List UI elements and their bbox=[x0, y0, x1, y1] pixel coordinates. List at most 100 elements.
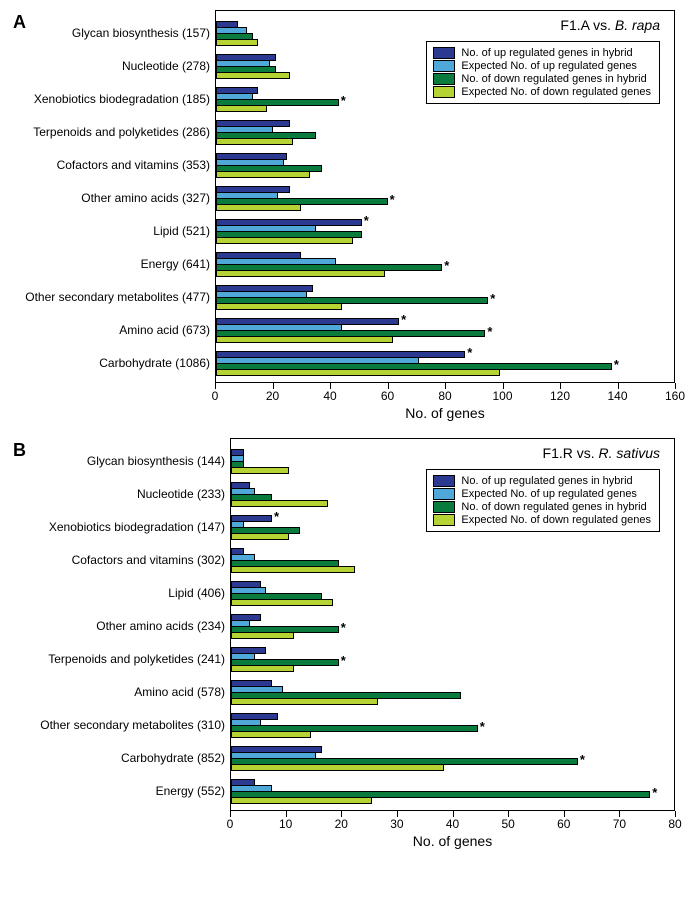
bar bbox=[231, 599, 333, 606]
panel-B: B F1.R vs. R. sativus No. of up regulated … bbox=[5, 438, 680, 841]
category-label: Other secondary metabolites (310) bbox=[40, 718, 231, 732]
significance-star: * bbox=[390, 197, 395, 202]
bar bbox=[216, 204, 301, 211]
legend-swatch bbox=[433, 475, 455, 487]
panel-title-italic: R. sativus bbox=[599, 445, 660, 461]
bar bbox=[216, 237, 353, 244]
x-tick-label: 50 bbox=[501, 817, 514, 831]
bar-group: Energy (641)* bbox=[216, 252, 674, 275]
significance-star: * bbox=[467, 350, 472, 355]
legend-row: No. of down regulated genes in hybrid bbox=[433, 501, 651, 513]
category-label: Nucleotide (233) bbox=[137, 487, 231, 501]
x-tick-label: 20 bbox=[335, 817, 348, 831]
bar bbox=[231, 764, 444, 771]
category-label: Amino acid (578) bbox=[134, 685, 231, 699]
legend-swatch bbox=[433, 488, 455, 500]
category-label: Terpenoids and polyketides (241) bbox=[48, 652, 231, 666]
legend-row: Expected No. of down regulated genes bbox=[433, 514, 651, 526]
legend: No. of up regulated genes in hybridExpec… bbox=[426, 41, 660, 104]
bar bbox=[231, 533, 289, 540]
bar-group: Cofactors and vitamins (302) bbox=[231, 548, 674, 571]
category-label: Carbohydrate (1086) bbox=[99, 356, 216, 370]
bar bbox=[216, 105, 267, 112]
legend-label: Expected No. of up regulated genes bbox=[461, 488, 637, 500]
x-tick-label: 0 bbox=[212, 389, 219, 403]
category-label: Cofactors and vitamins (353) bbox=[57, 158, 216, 172]
legend-swatch bbox=[433, 73, 455, 85]
significance-star: * bbox=[341, 625, 346, 630]
legend: No. of up regulated genes in hybridExpec… bbox=[426, 469, 660, 532]
panel-title: F1.R vs. R. sativus bbox=[543, 445, 660, 461]
panel-label: A bbox=[13, 12, 26, 33]
bar-group: Carbohydrate (1086)** bbox=[216, 351, 674, 374]
bar bbox=[231, 665, 294, 672]
bar-group: Terpenoids and polyketides (241)* bbox=[231, 647, 674, 670]
significance-star: * bbox=[341, 98, 346, 103]
x-tick-label: 60 bbox=[557, 817, 570, 831]
category-label: Energy (552) bbox=[156, 784, 231, 798]
bar-group: Terpenoids and polyketides (286) bbox=[216, 120, 674, 143]
category-label: Nucleotide (278) bbox=[122, 59, 216, 73]
x-axis-title: No. of genes bbox=[413, 833, 492, 849]
legend-label: No. of down regulated genes in hybrid bbox=[461, 501, 646, 513]
bar-group: Cofactors and vitamins (353) bbox=[216, 153, 674, 176]
legend-label: No. of up regulated genes in hybrid bbox=[461, 475, 632, 487]
legend-row: No. of down regulated genes in hybrid bbox=[433, 73, 651, 85]
bar bbox=[216, 72, 290, 79]
legend-row: Expected No. of up regulated genes bbox=[433, 60, 651, 72]
significance-star: * bbox=[274, 514, 279, 519]
bar-group: Energy (552)* bbox=[231, 779, 674, 802]
legend-swatch bbox=[433, 47, 455, 59]
legend-swatch bbox=[433, 60, 455, 72]
bar bbox=[231, 500, 328, 507]
bar bbox=[216, 138, 293, 145]
category-label: Carbohydrate (852) bbox=[121, 751, 231, 765]
category-label: Other amino acids (234) bbox=[96, 619, 231, 633]
category-label: Energy (641) bbox=[141, 257, 216, 271]
legend-row: No. of up regulated genes in hybrid bbox=[433, 47, 651, 59]
significance-star: * bbox=[614, 362, 619, 367]
category-label: Other amino acids (327) bbox=[81, 191, 216, 205]
legend-label: Expected No. of down regulated genes bbox=[461, 514, 651, 526]
bar-group: Other secondary metabolites (310)* bbox=[231, 713, 674, 736]
significance-star: * bbox=[341, 658, 346, 663]
bar bbox=[231, 632, 294, 639]
legend-swatch bbox=[433, 514, 455, 526]
x-tick-label: 100 bbox=[492, 389, 512, 403]
significance-star: * bbox=[580, 757, 585, 762]
bar bbox=[216, 39, 258, 46]
bar bbox=[231, 731, 311, 738]
category-label: Lipid (406) bbox=[168, 586, 231, 600]
category-label: Terpenoids and polyketides (286) bbox=[33, 125, 216, 139]
significance-star: * bbox=[487, 329, 492, 334]
bar bbox=[231, 467, 289, 474]
x-tick-label: 80 bbox=[668, 817, 681, 831]
chart-frame: F1.R vs. R. sativus No. of up regulated g… bbox=[230, 438, 675, 811]
bar-group: Other amino acids (234)* bbox=[231, 614, 674, 637]
significance-star: * bbox=[652, 790, 657, 795]
panel-label: B bbox=[13, 440, 26, 461]
panel-title-prefix: F1.A vs. bbox=[560, 17, 614, 33]
category-label: Xenobiotics biodegradation (185) bbox=[34, 92, 216, 106]
x-tick-label: 30 bbox=[390, 817, 403, 831]
significance-star: * bbox=[490, 296, 495, 301]
legend-swatch bbox=[433, 86, 455, 98]
bar bbox=[216, 270, 385, 277]
x-tick-label: 80 bbox=[438, 389, 451, 403]
panel-title-italic: B. rapa bbox=[615, 17, 660, 33]
bar bbox=[216, 369, 500, 376]
x-tick-label: 0 bbox=[227, 817, 234, 831]
significance-star: * bbox=[364, 218, 369, 223]
bar-group: Amino acid (673)** bbox=[216, 318, 674, 341]
legend-row: No. of up regulated genes in hybrid bbox=[433, 475, 651, 487]
legend-label: No. of down regulated genes in hybrid bbox=[461, 73, 646, 85]
bar-group: Carbohydrate (852)* bbox=[231, 746, 674, 769]
panel-title: F1.A vs. B. rapa bbox=[560, 17, 660, 33]
category-label: Lipid (521) bbox=[153, 224, 216, 238]
x-tick-label: 40 bbox=[323, 389, 336, 403]
legend-label: Expected No. of down regulated genes bbox=[461, 86, 651, 98]
bar bbox=[231, 566, 355, 573]
panel-title-prefix: F1.R vs. bbox=[543, 445, 599, 461]
category-label: Other secondary metabolites (477) bbox=[25, 290, 216, 304]
x-axis: 01020304050607080No. of genes bbox=[230, 811, 675, 841]
